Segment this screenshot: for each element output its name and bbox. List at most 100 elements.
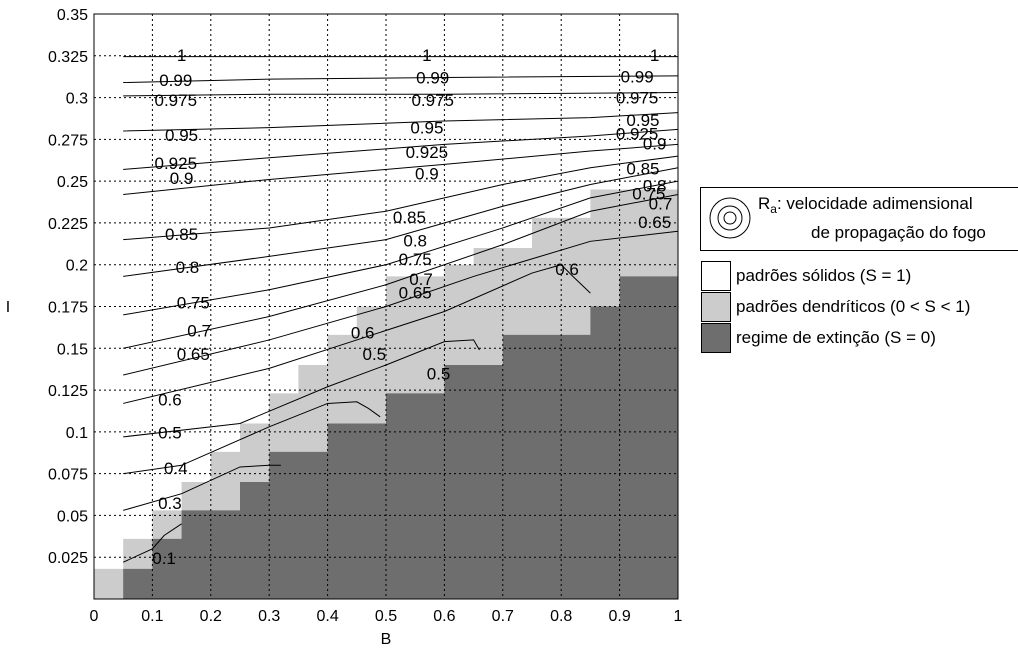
x-tick-label: 0.2 [200, 608, 222, 625]
contour-label: 0.975 [154, 91, 197, 110]
y-tick-label: 0.15 [57, 341, 88, 358]
contour-legend-line2: de propagação do fogo [811, 223, 986, 242]
y-axis-label: I [6, 299, 10, 316]
contour-label: 0.99 [159, 71, 192, 90]
contour-line [123, 75, 679, 84]
contour-label: 0.7 [649, 195, 673, 214]
y-tick-label: 0.125 [48, 383, 88, 400]
contour-line [123, 339, 480, 438]
y-tick-label: 0.175 [48, 300, 88, 317]
x-tick-label: 0.6 [433, 608, 455, 625]
concentric-circles-icon [709, 197, 751, 239]
contour-line [123, 464, 281, 511]
contour-label: 0.7 [187, 322, 211, 341]
contour-label: 0.925 [154, 154, 197, 173]
x-tick-label: 1 [674, 608, 683, 625]
contour-label: 0.8 [643, 176, 667, 195]
x-tick-label: 0.3 [258, 608, 280, 625]
contour-label: 0.5 [362, 345, 386, 364]
contour-label: 1 [177, 46, 186, 65]
legend-label-solid: padrões sólidos (S = 1) [736, 266, 912, 285]
contour-label: 0.7 [409, 270, 433, 289]
y-tick-label: 0.25 [57, 174, 88, 191]
contour-label: 1 [650, 46, 659, 65]
legend-item-dendritic: padrões dendríticos (0 < S < 1) [700, 291, 1018, 322]
y-tick-label: 0.3 [66, 91, 88, 108]
contour-label: 0.6 [555, 260, 579, 279]
y-tick-label: 0.35 [57, 7, 88, 24]
contour-label: 0.85 [393, 208, 426, 227]
contour-label: 0.85 [626, 160, 659, 179]
contour-line [123, 401, 381, 475]
contour-label: 0.4 [164, 459, 188, 478]
x-tick-label: 0.7 [492, 608, 514, 625]
contour-label: 0.95 [165, 126, 198, 145]
contour-layer [122, 56, 679, 563]
contour-label: 0.925 [616, 125, 659, 144]
y-tick-label: 0.325 [48, 49, 88, 66]
contour-line [123, 112, 679, 132]
contour-label: 0.975 [411, 91, 454, 110]
x-axis-label: B [381, 631, 392, 648]
contour-label: 0.975 [616, 89, 659, 108]
legend-item-solid: padrões sólidos (S = 1) [700, 260, 1018, 291]
contour-line [123, 230, 679, 376]
y-tick-label: 0.075 [48, 467, 88, 484]
contour-label: 0.75 [177, 293, 210, 312]
contour-label: 0.65 [399, 283, 432, 302]
contour-label: 0.95 [626, 111, 659, 130]
x-tick-label: 0.1 [141, 608, 163, 625]
y-tick-label: 0.2 [66, 258, 88, 275]
x-tick-label: 0.5 [375, 608, 397, 625]
contour-label: 0.8 [403, 231, 427, 250]
contour-label: 0.5 [427, 364, 451, 383]
contour-label: 0.6 [158, 390, 182, 409]
contour-label: 0.99 [416, 69, 449, 88]
contour-label: 0.75 [632, 185, 665, 204]
plot-frame [93, 13, 679, 600]
y-tick-label: 0.1 [66, 425, 88, 442]
legend-item-extinction: regime de extinção (S = 0) [700, 322, 1018, 353]
contour-legend-text1: : velocidade adimensional [776, 194, 973, 213]
contour-label: 0.1 [152, 549, 176, 568]
contour-symbol-subscript: a [770, 202, 777, 216]
contour-label: 0.925 [406, 143, 449, 162]
x-tick-label: 0 [90, 608, 99, 625]
contour-legend: Ra: velocidade adimensional de propagaçã… [700, 187, 1018, 251]
contour-label: 0.75 [399, 250, 432, 269]
contour-label: 0.95 [410, 119, 443, 138]
legend-swatch-solid [701, 261, 731, 291]
contour-label: 0.6 [351, 323, 375, 342]
contour-label: 0.65 [638, 213, 671, 232]
contour-label: 0.5 [158, 424, 182, 443]
legend-label-extinction: regime de extinção (S = 0) [736, 328, 936, 347]
contour-line [123, 128, 679, 170]
contour-label: 0.3 [158, 494, 182, 513]
contour-line [123, 264, 591, 404]
contour-label: 0.85 [165, 225, 198, 244]
contour-label: 0.8 [176, 258, 200, 277]
tick-layer: 0 0.1 0.2 0.3 0.4 0.5 0.6 0.7 0.8 0.9 10.0250.050.… [48, 7, 683, 625]
contour-line [123, 92, 679, 97]
contour-line [123, 155, 679, 241]
contour-symbol: R [758, 194, 771, 213]
region-extinction [123, 276, 678, 599]
y-tick-label: 0.275 [48, 132, 88, 149]
legend-swatch-dendritic [701, 292, 731, 322]
contour-line [123, 143, 679, 196]
contour-label: 0.65 [177, 345, 210, 364]
contour-line [123, 180, 679, 316]
contour-label: 0.99 [621, 68, 654, 87]
contour-line [123, 167, 679, 277]
contour-label: 1 [422, 46, 431, 65]
contour-label: 0.9 [415, 165, 439, 184]
contour-line [122, 523, 182, 563]
x-tick-label: 0.8 [550, 608, 572, 625]
y-tick-label: 0.05 [57, 508, 88, 525]
x-tick-label: 0.9 [608, 608, 630, 625]
contour-legend-line1: Ra: velocidade adimensional [758, 194, 973, 216]
y-tick-label: 0.225 [48, 216, 88, 233]
legend-swatch-extinction [701, 323, 731, 353]
